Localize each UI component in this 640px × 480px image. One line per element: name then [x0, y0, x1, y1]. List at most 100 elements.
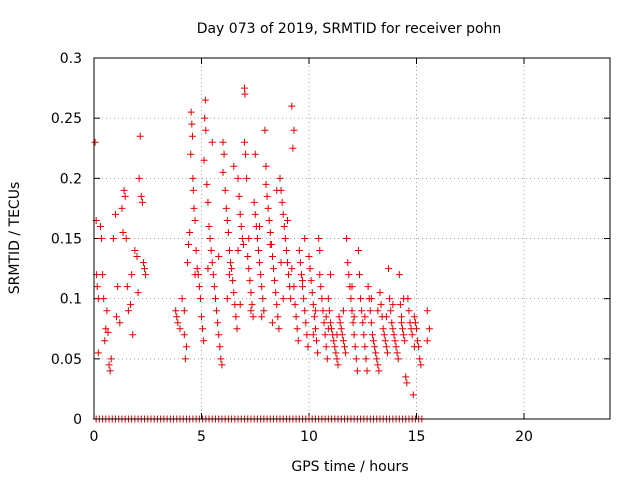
data-point — [124, 307, 132, 315]
data-point — [234, 247, 242, 255]
data-point — [289, 144, 297, 152]
data-point — [391, 337, 399, 345]
data-point — [263, 192, 271, 200]
x-axis-label: GPS time / hours — [291, 459, 408, 475]
data-point — [239, 241, 247, 249]
data-point — [413, 325, 420, 333]
data-point — [372, 349, 380, 357]
data-point — [251, 150, 259, 158]
data-point — [191, 216, 199, 224]
data-point — [180, 307, 188, 315]
data-point — [268, 253, 276, 261]
y-tick-label: 0.1 — [60, 292, 82, 308]
data-point — [285, 271, 293, 279]
data-point — [368, 331, 376, 339]
data-point — [208, 259, 216, 267]
data-point — [409, 391, 417, 399]
data-point — [348, 307, 356, 315]
x-tick-label: 0 — [90, 429, 99, 445]
data-point — [370, 337, 377, 345]
data-point — [374, 361, 382, 369]
data-point — [345, 271, 353, 279]
data-point — [316, 247, 324, 255]
data-point — [270, 265, 278, 273]
data-point — [327, 319, 334, 327]
data-point — [290, 283, 298, 291]
data-point — [325, 307, 333, 315]
data-point — [200, 156, 208, 164]
data-point — [134, 289, 142, 297]
data-point — [91, 138, 99, 146]
data-point — [395, 271, 403, 279]
data-points — [91, 84, 433, 423]
data-point — [284, 259, 291, 267]
data-point — [306, 265, 314, 273]
data-point — [275, 325, 283, 333]
data-point — [106, 367, 114, 375]
data-point — [142, 271, 150, 279]
data-point — [297, 271, 305, 279]
data-point — [201, 96, 209, 104]
data-point — [182, 343, 190, 351]
data-point — [339, 307, 347, 315]
data-point — [232, 313, 240, 321]
data-point — [123, 283, 131, 291]
data-point — [223, 295, 231, 303]
data-point — [292, 313, 300, 321]
data-point — [272, 289, 280, 297]
data-point — [211, 295, 219, 303]
data-point — [324, 295, 332, 303]
data-point — [278, 198, 286, 206]
data-point — [174, 319, 182, 327]
data-point — [393, 349, 401, 357]
data-point — [230, 162, 238, 170]
data-point — [350, 331, 358, 339]
data-point — [264, 204, 272, 212]
data-point — [313, 337, 321, 345]
data-point — [181, 355, 189, 363]
y-tick-label: 0.2 — [60, 171, 82, 187]
data-point — [247, 307, 255, 315]
data-point — [241, 84, 248, 92]
data-point — [414, 337, 422, 345]
data-point — [273, 301, 281, 309]
data-point — [222, 204, 230, 212]
data-point — [387, 307, 395, 315]
data-point — [260, 307, 268, 315]
y-tick-label: 0.25 — [51, 111, 82, 127]
data-point — [234, 174, 242, 182]
data-point — [364, 283, 372, 291]
data-point — [335, 313, 343, 321]
data-point — [394, 355, 402, 363]
data-point — [301, 235, 309, 242]
data-point — [299, 283, 307, 291]
data-point — [290, 126, 298, 134]
data-point — [188, 132, 196, 140]
data-point — [258, 283, 266, 291]
data-point — [120, 186, 128, 194]
data-point — [190, 204, 198, 212]
data-point — [233, 325, 241, 333]
data-point — [279, 210, 287, 218]
data-point — [316, 271, 324, 279]
data-point — [350, 313, 358, 321]
data-point — [362, 355, 370, 363]
data-point — [107, 355, 115, 363]
data-point — [352, 355, 360, 363]
data-point — [247, 289, 255, 297]
data-point — [225, 271, 233, 279]
data-point — [236, 301, 244, 309]
data-point — [193, 265, 201, 273]
data-point — [116, 319, 124, 327]
data-point — [122, 235, 130, 242]
data-point — [293, 325, 301, 333]
data-point — [121, 192, 129, 200]
data-point — [189, 186, 197, 194]
data-point — [301, 307, 309, 315]
data-point — [342, 349, 350, 357]
data-point — [208, 138, 216, 146]
data-point — [102, 325, 110, 333]
data-point — [243, 174, 251, 182]
data-point — [399, 325, 407, 333]
data-point — [311, 325, 319, 333]
